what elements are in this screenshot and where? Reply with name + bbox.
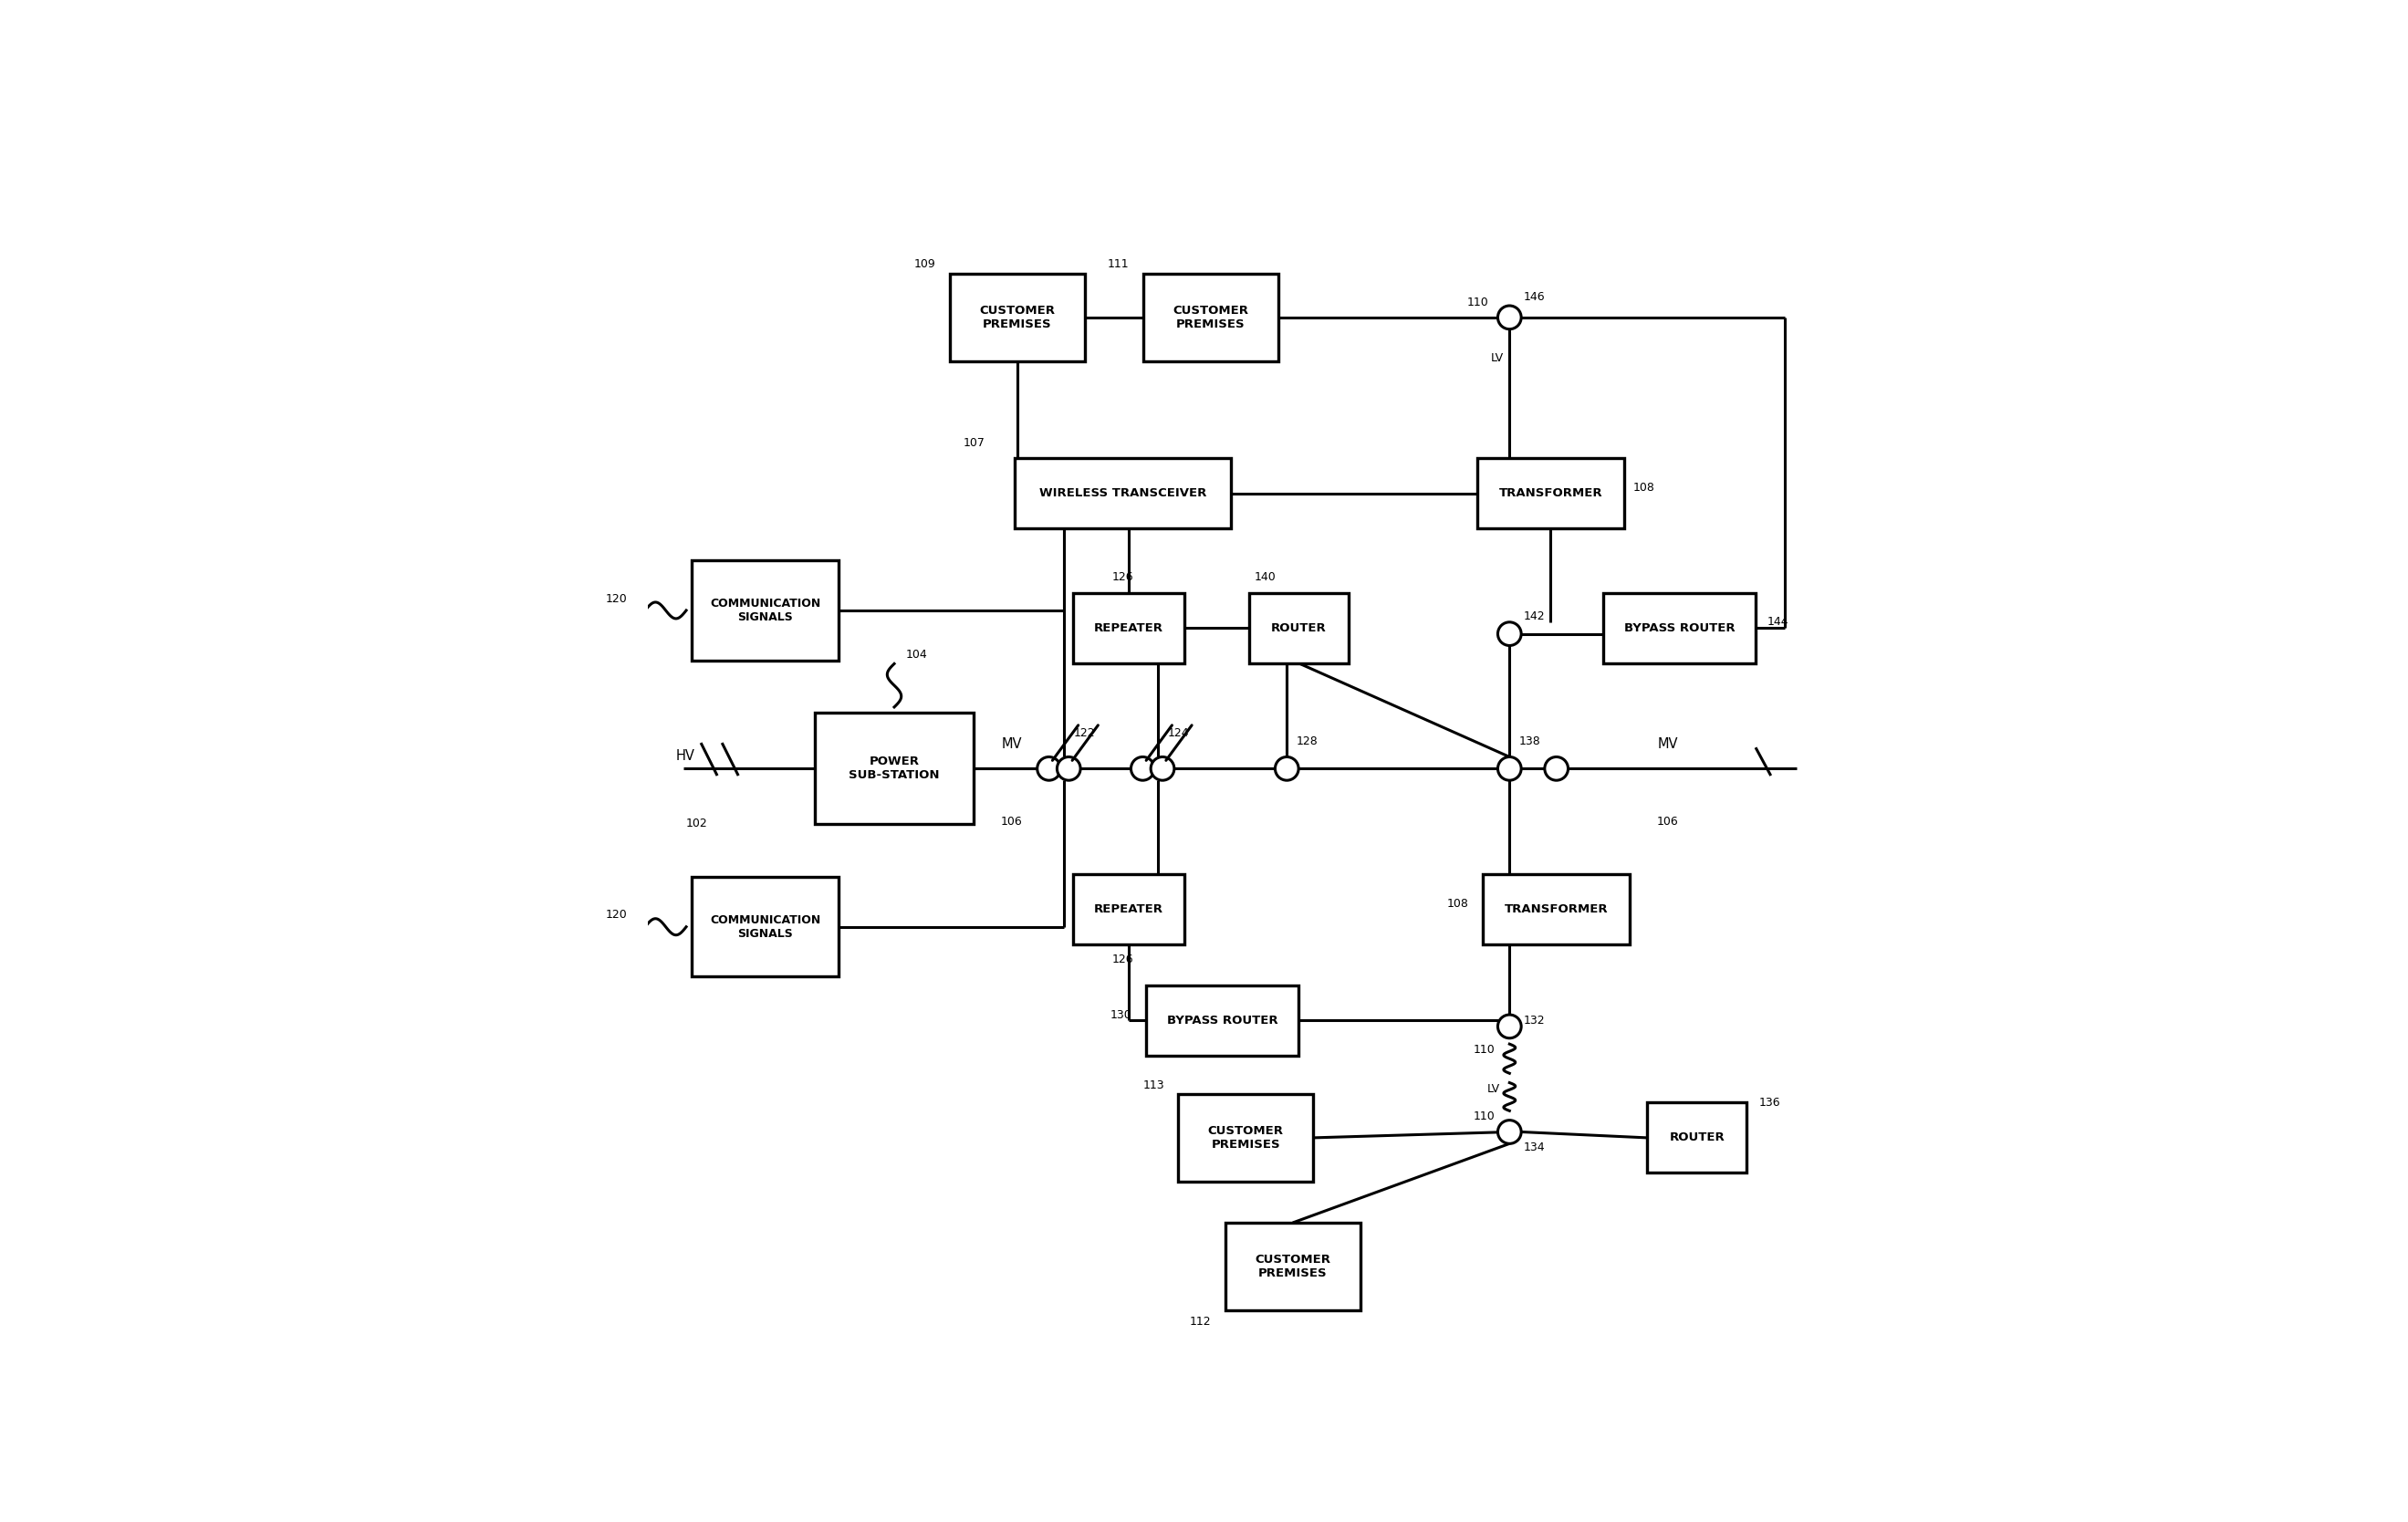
- Text: 106: 106: [1002, 816, 1023, 828]
- Text: 136: 136: [1758, 1097, 1780, 1108]
- Text: 112: 112: [1190, 1317, 1211, 1327]
- FancyBboxPatch shape: [1647, 1102, 1746, 1173]
- Text: COMMUNICATION
SIGNALS: COMMUNICATION SIGNALS: [710, 915, 821, 939]
- FancyBboxPatch shape: [1178, 1094, 1312, 1181]
- Text: 108: 108: [1447, 898, 1469, 909]
- Circle shape: [1544, 756, 1568, 781]
- Circle shape: [1498, 756, 1522, 781]
- Text: BYPASS ROUTER: BYPASS ROUTER: [1168, 1015, 1279, 1026]
- Text: MV: MV: [1657, 737, 1678, 750]
- Text: 113: 113: [1144, 1079, 1165, 1091]
- Text: 106: 106: [1657, 816, 1678, 828]
- Text: 110: 110: [1474, 1044, 1495, 1056]
- Text: LV: LV: [1488, 1082, 1500, 1094]
- Text: CUSTOMER
PREMISES: CUSTOMER PREMISES: [980, 304, 1055, 330]
- FancyBboxPatch shape: [691, 877, 838, 977]
- Text: ROUTER: ROUTER: [1669, 1132, 1724, 1143]
- Text: 108: 108: [1633, 481, 1654, 493]
- Text: 120: 120: [607, 909, 628, 921]
- Text: CUSTOMER
PREMISES: CUSTOMER PREMISES: [1209, 1125, 1283, 1151]
- FancyBboxPatch shape: [1483, 874, 1630, 944]
- Circle shape: [1498, 1015, 1522, 1038]
- Text: 124: 124: [1168, 728, 1190, 740]
- FancyBboxPatch shape: [1146, 985, 1298, 1056]
- Text: 130: 130: [1110, 1009, 1132, 1021]
- Text: 126: 126: [1112, 954, 1134, 965]
- Text: ROUTER: ROUTER: [1271, 622, 1327, 633]
- FancyBboxPatch shape: [1144, 274, 1279, 361]
- Circle shape: [1038, 756, 1060, 781]
- Text: HV: HV: [677, 749, 696, 763]
- Text: WIRELESS TRANSCEIVER: WIRELESS TRANSCEIVER: [1040, 487, 1206, 499]
- FancyBboxPatch shape: [1074, 874, 1185, 944]
- Text: CUSTOMER
PREMISES: CUSTOMER PREMISES: [1255, 1254, 1332, 1280]
- FancyBboxPatch shape: [1250, 594, 1348, 664]
- Text: 111: 111: [1108, 259, 1129, 271]
- FancyBboxPatch shape: [1074, 594, 1185, 664]
- Text: 104: 104: [905, 648, 927, 661]
- Circle shape: [1498, 1120, 1522, 1143]
- FancyBboxPatch shape: [691, 560, 838, 661]
- Text: 107: 107: [963, 437, 985, 449]
- Text: MV: MV: [1002, 737, 1021, 750]
- Text: 110: 110: [1474, 1111, 1495, 1123]
- FancyBboxPatch shape: [816, 712, 973, 825]
- Text: REPEATER: REPEATER: [1093, 904, 1163, 915]
- Text: 132: 132: [1524, 1015, 1546, 1026]
- Circle shape: [1498, 622, 1522, 645]
- Text: TRANSFORMER: TRANSFORMER: [1505, 904, 1609, 915]
- Text: 128: 128: [1296, 735, 1317, 747]
- Text: LV: LV: [1491, 353, 1503, 364]
- Text: 144: 144: [1767, 616, 1789, 629]
- Text: 110: 110: [1466, 297, 1488, 307]
- Text: 126: 126: [1112, 572, 1134, 583]
- Text: 102: 102: [686, 817, 708, 829]
- Text: 138: 138: [1519, 735, 1541, 747]
- Text: 134: 134: [1524, 1142, 1546, 1154]
- FancyBboxPatch shape: [1476, 458, 1623, 528]
- Circle shape: [1276, 756, 1298, 781]
- Text: REPEATER: REPEATER: [1093, 622, 1163, 633]
- FancyBboxPatch shape: [949, 274, 1084, 361]
- Text: COMMUNICATION
SIGNALS: COMMUNICATION SIGNALS: [710, 598, 821, 622]
- Text: 120: 120: [607, 592, 628, 604]
- Text: 142: 142: [1524, 610, 1546, 622]
- Circle shape: [1057, 756, 1081, 781]
- FancyBboxPatch shape: [1604, 594, 1755, 664]
- FancyBboxPatch shape: [1014, 458, 1230, 528]
- Text: 146: 146: [1524, 292, 1546, 303]
- Text: 122: 122: [1074, 728, 1096, 740]
- Text: POWER
SUB-STATION: POWER SUB-STATION: [850, 756, 939, 781]
- FancyBboxPatch shape: [1226, 1222, 1361, 1310]
- Circle shape: [1498, 306, 1522, 329]
- Text: TRANSFORMER: TRANSFORMER: [1498, 487, 1601, 499]
- Text: 109: 109: [915, 259, 937, 271]
- Circle shape: [1151, 756, 1175, 781]
- Text: CUSTOMER
PREMISES: CUSTOMER PREMISES: [1173, 304, 1247, 330]
- Text: 140: 140: [1255, 572, 1276, 583]
- Circle shape: [1132, 756, 1153, 781]
- Text: BYPASS ROUTER: BYPASS ROUTER: [1623, 622, 1734, 633]
